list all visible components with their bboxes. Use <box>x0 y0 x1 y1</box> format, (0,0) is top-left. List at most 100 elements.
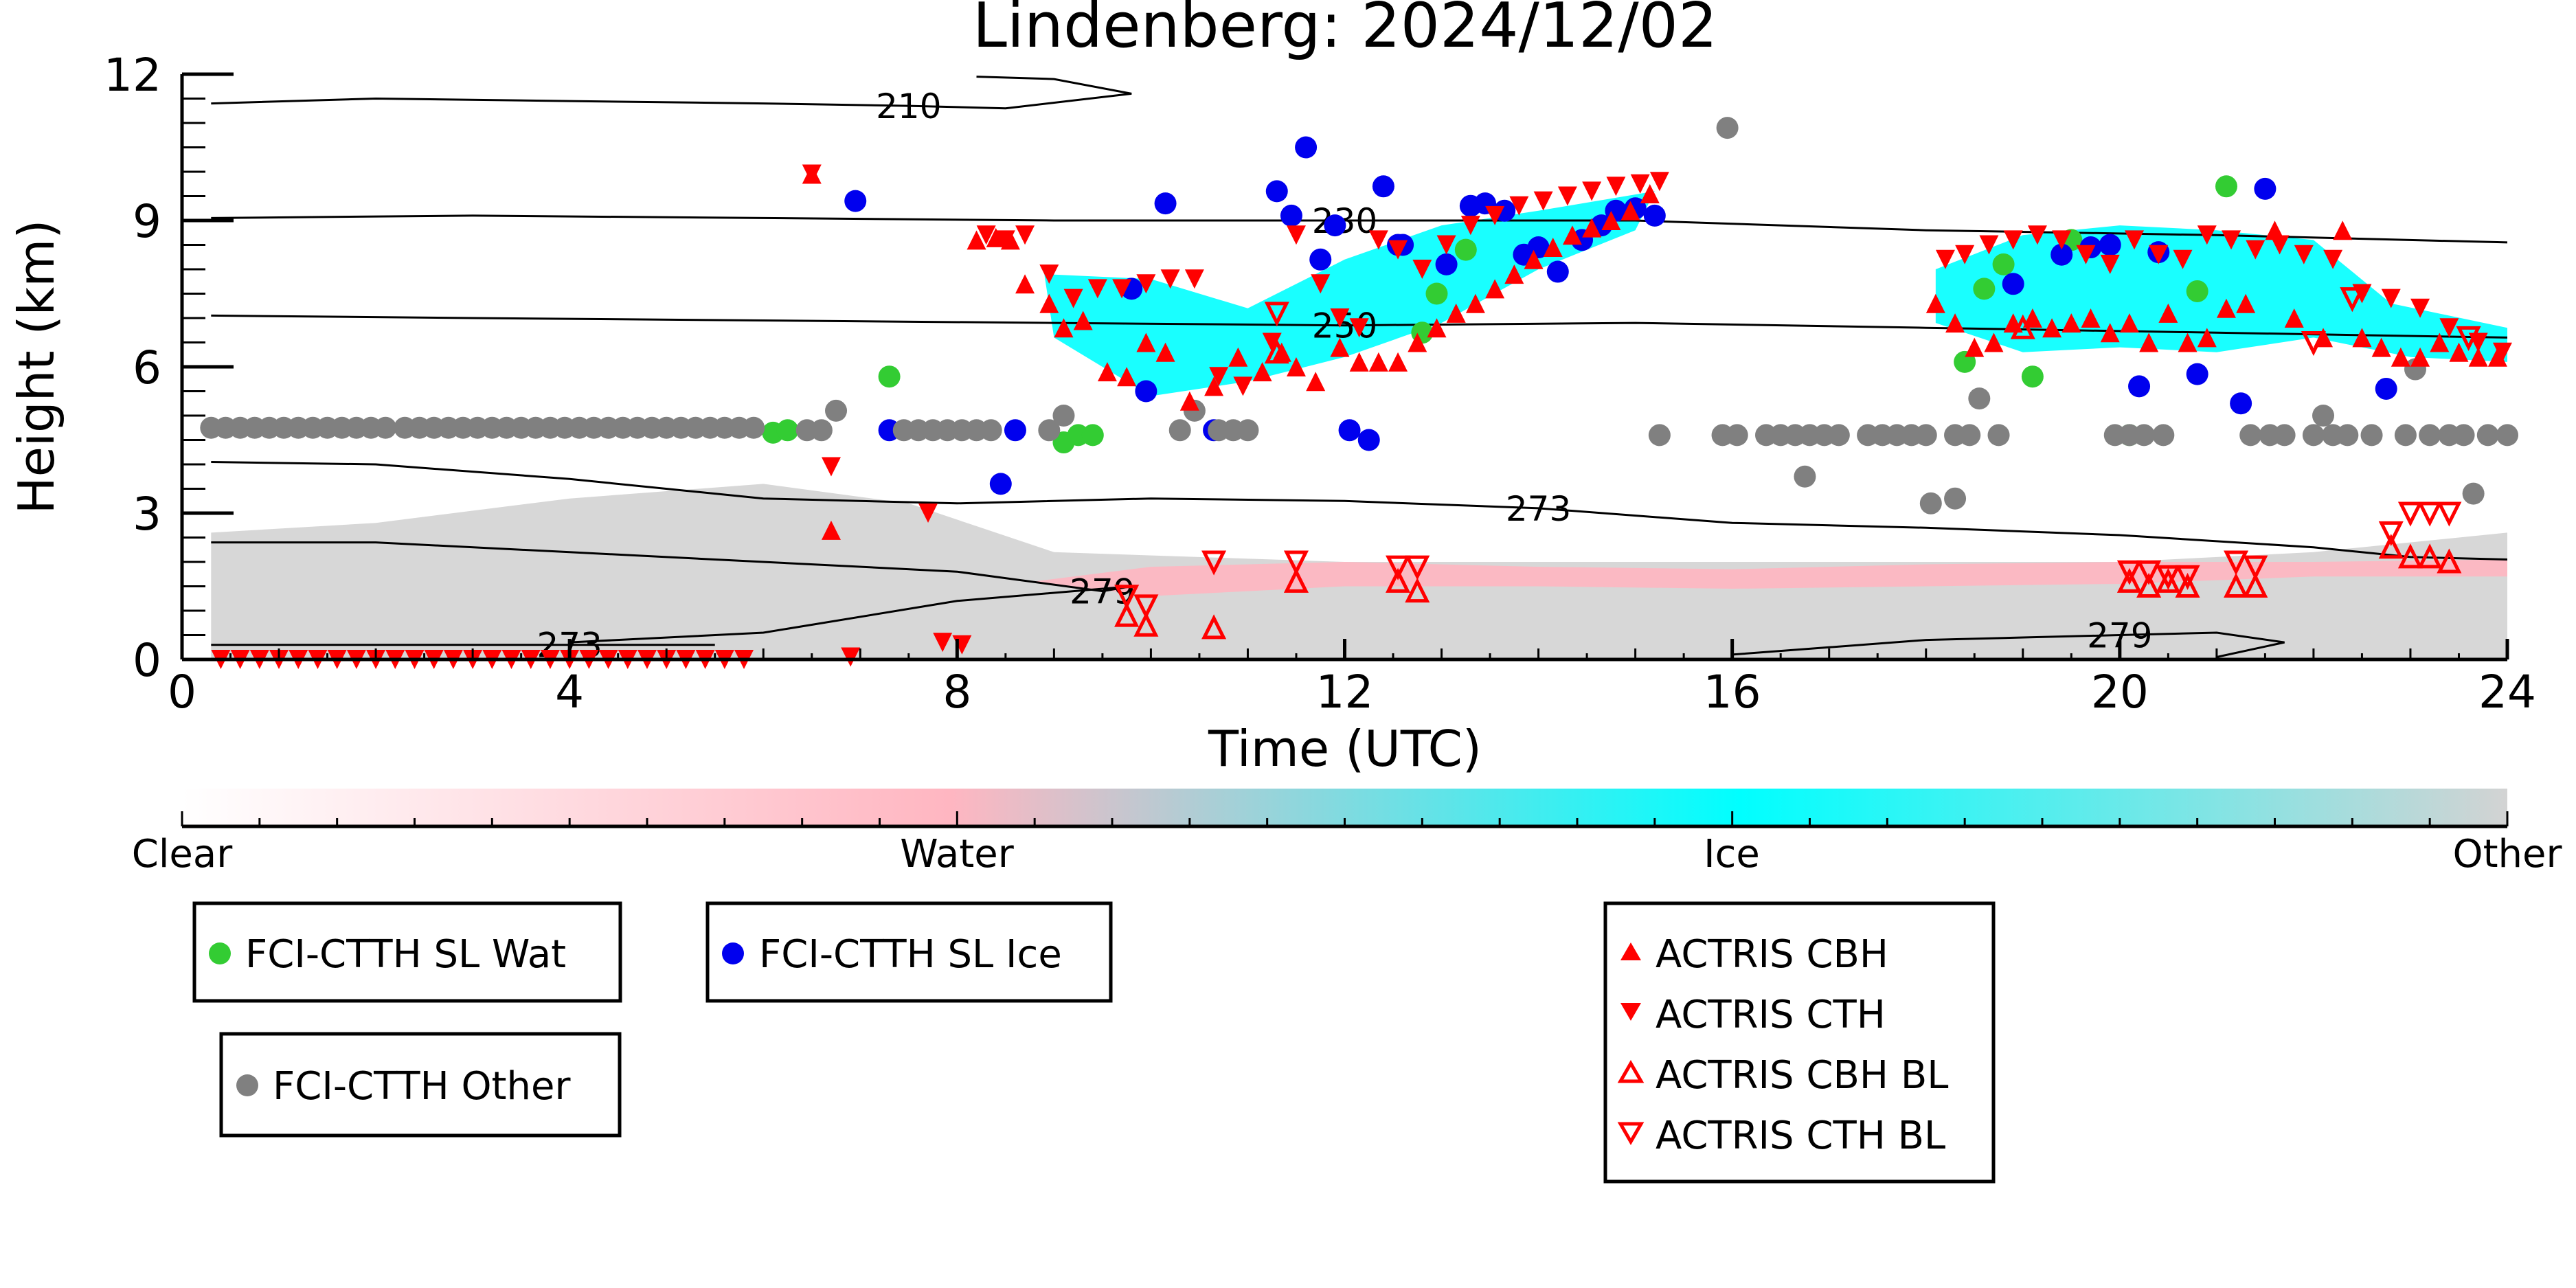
marker-1-39 <box>2375 377 2397 400</box>
marker-4-82 <box>2381 289 2401 308</box>
marker-3-53 <box>2236 293 2256 313</box>
marker-3-34 <box>1601 211 1621 230</box>
legend-label-cth: ACTRIS CTH <box>1656 993 1886 1037</box>
marker-5-3 <box>1283 567 1309 593</box>
marker-4-66 <box>1979 235 1999 255</box>
series-3 <box>802 164 2507 540</box>
marker-3-29 <box>1504 264 1524 284</box>
marker-5-7 <box>2136 572 2162 598</box>
legend-marker-other <box>236 1074 258 1096</box>
marker-3-64 <box>2468 347 2488 367</box>
marker-1-8 <box>1265 180 1288 203</box>
y-tick-label-1: 3 <box>133 488 161 541</box>
marker-3-65 <box>2487 347 2507 367</box>
marker-3-24 <box>1408 332 1427 352</box>
marker-1-38 <box>2254 177 2276 200</box>
marker-3-52 <box>2216 298 2236 318</box>
marker-4-54 <box>1436 235 1456 255</box>
marker-3-49 <box>2158 303 2178 323</box>
legend-marker-cbh <box>1620 942 1641 960</box>
marker-4-65 <box>1955 245 1975 264</box>
marker-4-42 <box>1160 269 1180 289</box>
marker-4-84 <box>2439 318 2459 338</box>
marker-3-62 <box>2430 332 2450 352</box>
marker-4-73 <box>2149 245 2169 264</box>
marker-3-9 <box>1097 362 1117 382</box>
marker-4-35 <box>995 230 1015 250</box>
marker-layer <box>200 117 2518 669</box>
x-tick-label-2: 8 <box>942 666 971 719</box>
marker-2-81 <box>2336 424 2359 447</box>
marker-4-30 <box>841 647 861 667</box>
legend-actris: ACTRIS CBH ACTRIS CTH ACTRIS CBH BL ACTR… <box>1603 901 1996 1184</box>
y-tick-label-2: 6 <box>133 341 161 394</box>
marker-3-21 <box>1349 352 1369 372</box>
marker-3-23 <box>1388 352 1408 372</box>
marker-1-0 <box>844 190 867 212</box>
marker-6-13 <box>2397 501 2424 527</box>
marker-4-44 <box>1209 367 1229 387</box>
marker-3-63 <box>2449 342 2469 362</box>
marker-3-46 <box>2100 323 2120 343</box>
marker-6-1 <box>1133 594 1159 620</box>
marker-5-9 <box>2175 572 2200 598</box>
marker-3-25 <box>1427 318 1447 338</box>
marker-4-71 <box>2100 254 2120 274</box>
marker-6-10 <box>2224 550 2249 576</box>
marker-0-5 <box>1081 424 1104 447</box>
marker-6-18 <box>2301 331 2326 357</box>
marker-1-33 <box>2099 234 2121 256</box>
x-tick-label-6: 24 <box>2478 666 2536 719</box>
x-tick-label-0: 0 <box>168 666 196 719</box>
marker-5-15 <box>2437 548 2462 574</box>
marker-3-31 <box>1543 238 1563 258</box>
marker-2-90 <box>1794 465 1816 488</box>
marker-1-34 <box>2128 375 2151 398</box>
marker-2-84 <box>2419 424 2441 447</box>
marker-2-76 <box>2239 424 2262 447</box>
marker-4-61 <box>1606 177 1626 196</box>
marker-4-31 <box>918 504 938 523</box>
contour-0 <box>211 76 1132 110</box>
marker-1-9 <box>1280 204 1302 227</box>
marker-3-30 <box>1524 249 1544 269</box>
legend-marker-cth <box>1620 1003 1641 1021</box>
marker-5-16 <box>1264 339 1289 364</box>
marker-3-6 <box>1039 293 1059 313</box>
marker-4-77 <box>2246 240 2266 260</box>
marker-6-2 <box>1201 550 1227 576</box>
marker-4-67 <box>2003 230 2023 250</box>
colorbar-label-water: Water <box>900 832 1015 877</box>
marker-4-29 <box>821 457 841 477</box>
marker-3-55 <box>2284 308 2304 328</box>
legend-label-cbh: ACTRIS CBH <box>1656 932 1888 977</box>
marker-0-15 <box>2186 280 2208 302</box>
marker-4-38 <box>1063 289 1083 308</box>
marker-3-22 <box>1368 352 1388 372</box>
marker-0-2 <box>878 365 901 388</box>
marker-2-82 <box>2360 424 2383 447</box>
marker-4-76 <box>2222 230 2241 250</box>
marker-4-75 <box>2197 225 2217 245</box>
marker-2-48 <box>1038 419 1061 442</box>
series-5 <box>1114 314 2462 640</box>
marker-6-8 <box>2156 565 2181 590</box>
marker-1-18 <box>1435 253 1458 275</box>
marker-4-34 <box>976 225 996 245</box>
marker-3-11 <box>1136 332 1156 352</box>
marker-6-5 <box>1405 555 1430 580</box>
marker-6-6 <box>2116 560 2142 585</box>
marker-4-56 <box>1485 205 1505 225</box>
y-axis-label: Height (km) <box>8 220 65 515</box>
marker-2-93 <box>1968 387 1991 410</box>
marker-1-14 <box>1357 429 1380 451</box>
marker-2-40 <box>825 399 848 422</box>
marker-2-50 <box>1168 419 1191 442</box>
marker-3-19 <box>1306 372 1326 392</box>
marker-2-74 <box>2133 424 2156 447</box>
marker-2-57 <box>1726 424 1748 447</box>
marker-0-7 <box>1425 282 1448 305</box>
marker-3-57 <box>2333 221 2353 240</box>
marker-4-37 <box>1039 264 1059 284</box>
marker-6-11 <box>2243 555 2268 580</box>
